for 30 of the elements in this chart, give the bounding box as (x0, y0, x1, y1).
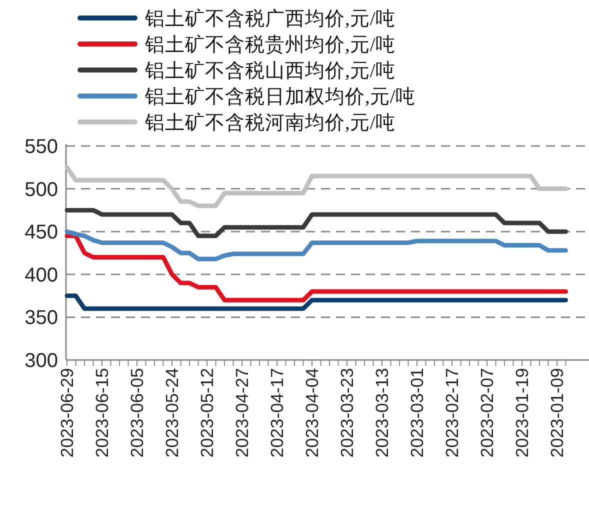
x-tick-label: 2023-04-17 (267, 368, 287, 458)
x-tick-label: 2023-01-09 (547, 368, 567, 458)
x-tick-label: 2023-02-17 (442, 368, 462, 458)
x-tick-label: 2023-02-07 (477, 368, 497, 458)
x-tick-label: 2023-06-29 (57, 368, 77, 458)
x-tick-label: 2023-03-23 (337, 368, 357, 458)
x-tick-label: 2023-04-04 (302, 368, 322, 458)
x-tick-label: 2023-05-24 (162, 368, 182, 458)
line-series (64, 234, 568, 302)
x-tick-label: 2023-03-13 (372, 368, 392, 458)
legend-label: 铝土矿不含税河南均价,元/吨 (144, 112, 396, 134)
line-series (64, 165, 568, 208)
x-tick-label: 2023-05-12 (197, 368, 217, 458)
x-tick-label: 2023-06-15 (92, 368, 112, 458)
x-tick-label: 2023-01-19 (512, 368, 532, 458)
x-tick-label: 2023-03-01 (407, 368, 427, 458)
line-series (64, 208, 568, 238)
x-tick-label: 2023-04-27 (232, 368, 252, 458)
y-tick-label: 450 (24, 222, 58, 244)
y-tick-label: 500 (24, 178, 58, 201)
x-tick-label: 2023-06-05 (127, 368, 147, 458)
y-tick-label: 400 (24, 264, 58, 286)
line-series (64, 229, 568, 262)
y-tick-label: 550 (24, 136, 58, 158)
legend-label: 铝土矿不含税日加权均价,元/吨 (144, 86, 416, 108)
legend-label: 铝土矿不含税广西均价,元/吨 (144, 8, 396, 30)
y-tick-label: 300 (24, 350, 58, 372)
legend-label: 铝土矿不含税山西均价,元/吨 (144, 60, 396, 82)
y-tick-label: 350 (24, 307, 58, 330)
legend-label: 铝土矿不含税贵州均价,元/吨 (144, 34, 396, 56)
